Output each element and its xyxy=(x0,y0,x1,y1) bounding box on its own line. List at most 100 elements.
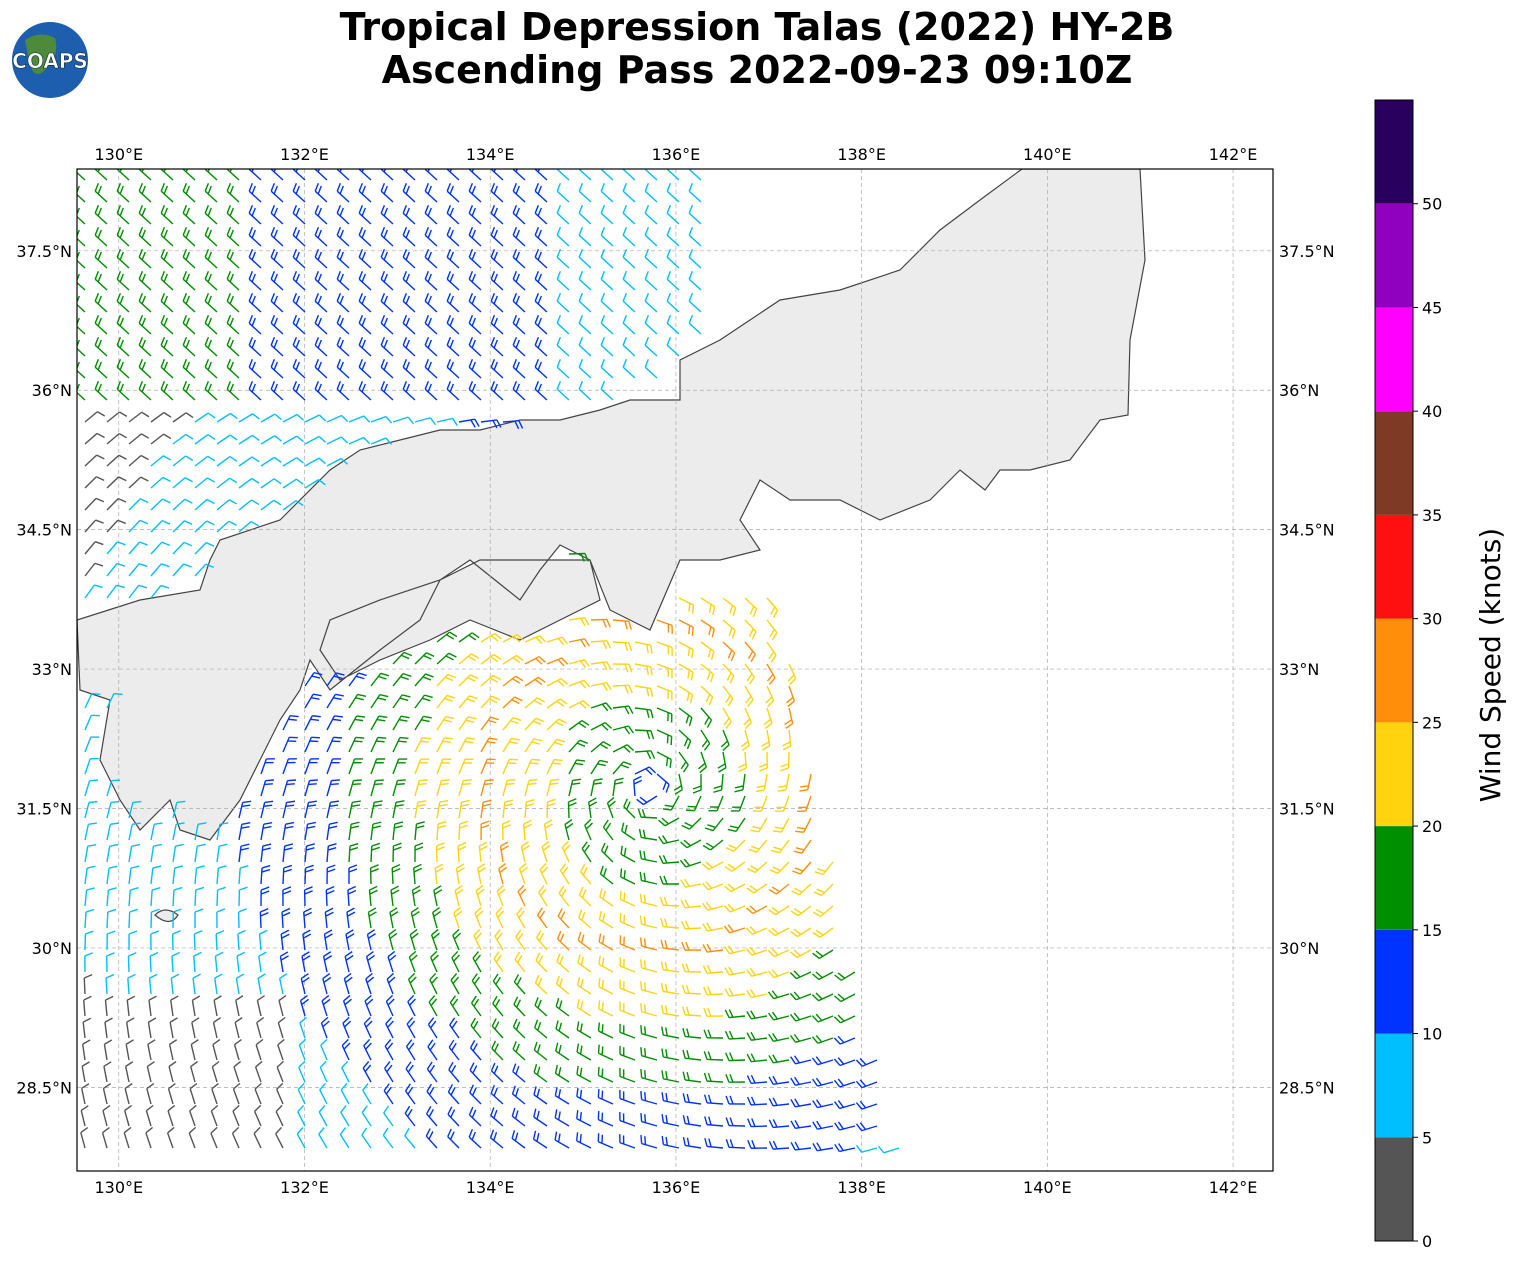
barb-feather xyxy=(791,1121,795,1128)
barb-feather xyxy=(579,315,582,323)
barb-feather xyxy=(340,362,343,370)
barb-staff xyxy=(734,840,745,851)
barb-feather xyxy=(118,499,126,502)
barb-feather xyxy=(768,971,774,977)
barb-staff xyxy=(403,257,415,268)
barb-staff xyxy=(127,1000,129,1016)
barb-feather xyxy=(559,1045,561,1053)
barb-staff xyxy=(239,824,242,840)
barb-staff xyxy=(227,235,239,246)
barb-staff xyxy=(293,323,305,334)
x-tick-label: 136°E xyxy=(652,145,701,164)
barb-feather xyxy=(446,656,454,660)
barb-staff xyxy=(623,213,635,224)
barb-feather xyxy=(577,1088,578,1096)
barb-feather xyxy=(293,293,296,301)
barb-staff xyxy=(105,1022,107,1038)
barb-feather xyxy=(579,910,582,918)
barb-feather xyxy=(726,695,730,702)
barb-feather xyxy=(372,847,380,850)
barb-feather xyxy=(750,906,756,912)
barb-feather xyxy=(491,205,494,213)
barb-feather xyxy=(744,719,750,725)
barb-staff xyxy=(73,389,85,400)
barb-feather xyxy=(533,721,541,724)
barb-feather xyxy=(315,271,318,279)
barb-feather xyxy=(519,911,524,918)
barb-feather xyxy=(456,864,463,868)
barb-staff xyxy=(189,1133,195,1148)
barb-feather xyxy=(726,722,731,729)
barb-feather xyxy=(621,765,629,768)
barb-feather xyxy=(814,892,822,895)
barb-feather xyxy=(662,818,668,824)
barb-staff xyxy=(447,169,459,180)
barb-staff xyxy=(707,1081,723,1082)
barb-staff xyxy=(645,169,657,180)
barb-feather xyxy=(663,809,671,810)
barb-staff xyxy=(557,257,569,268)
barb-feather xyxy=(117,585,125,587)
barb-feather xyxy=(229,521,237,525)
barb-staff xyxy=(513,257,525,268)
barb-staff xyxy=(107,912,108,928)
barb-staff xyxy=(129,477,141,488)
barb-staff xyxy=(459,633,472,642)
barb-feather xyxy=(208,186,211,194)
barb-staff xyxy=(415,738,422,752)
barb-staff xyxy=(513,1072,525,1082)
barb-feather xyxy=(557,161,560,169)
barb-feather xyxy=(513,718,521,721)
barb-staff xyxy=(149,1000,151,1016)
barb-feather xyxy=(579,249,582,257)
barb-staff xyxy=(685,1080,701,1082)
barb-feather xyxy=(367,999,373,1005)
barb-staff xyxy=(107,824,110,840)
barb-staff xyxy=(215,978,217,994)
barb-staff xyxy=(641,924,657,928)
barb-feather xyxy=(88,823,96,824)
barb-feather xyxy=(581,864,585,871)
barb-feather xyxy=(406,252,409,260)
barb-feather xyxy=(816,1078,821,1085)
barb-feather xyxy=(582,842,587,849)
barb-staff xyxy=(261,846,263,862)
barb-feather xyxy=(813,1143,817,1150)
barb-feather xyxy=(578,955,580,963)
barb-feather xyxy=(186,208,189,216)
barb-feather xyxy=(726,848,734,852)
barb-feather xyxy=(794,909,801,914)
barb-feather xyxy=(769,1077,773,1084)
barb-staff xyxy=(349,438,364,444)
barb-staff xyxy=(513,323,525,334)
barb-feather xyxy=(469,315,472,323)
barb-staff xyxy=(150,978,151,994)
barb-feather xyxy=(774,610,778,618)
barb-staff xyxy=(469,389,481,400)
barb-feather xyxy=(578,977,580,985)
barb-feather xyxy=(472,974,477,981)
barb-staff xyxy=(236,1000,239,1016)
barb-feather xyxy=(383,1128,388,1135)
barb-staff xyxy=(393,802,396,818)
barb-feather xyxy=(764,719,771,724)
barb-feather xyxy=(326,887,334,890)
barb-feather xyxy=(651,751,655,759)
barb-staff xyxy=(305,415,319,422)
barb-staff xyxy=(161,301,173,312)
barb-feather xyxy=(389,977,395,983)
barb-feather xyxy=(271,183,274,191)
barb-feather xyxy=(337,315,340,323)
barb-feather xyxy=(665,805,673,806)
barb-feather xyxy=(426,674,434,677)
barb-staff xyxy=(557,301,569,312)
y-tick-label: 30°N xyxy=(1279,939,1319,958)
barb-feather xyxy=(603,891,605,899)
barb-feather xyxy=(447,359,450,367)
barb-feather xyxy=(537,1111,539,1119)
barb-feather xyxy=(235,1018,242,1023)
barb-staff xyxy=(707,950,723,952)
barb-feather xyxy=(95,227,98,235)
barb-feather xyxy=(425,337,428,345)
barb-staff xyxy=(450,1003,459,1016)
